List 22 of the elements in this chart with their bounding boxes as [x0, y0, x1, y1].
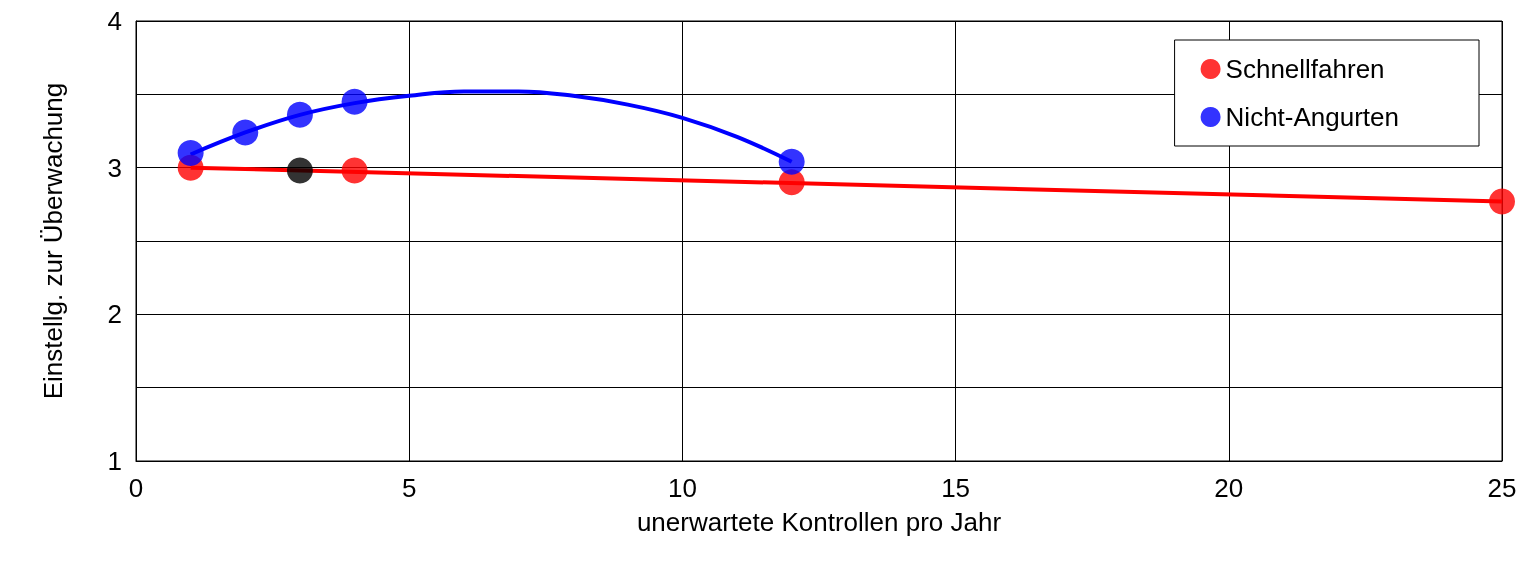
x-tick-label: 10: [667, 473, 697, 503]
legend-label: Nicht-Angurten: [1225, 102, 1399, 132]
point: [286, 157, 313, 184]
x-tick-label: 5: [401, 473, 417, 503]
x-tick-label: 20: [1214, 473, 1244, 503]
y-tick-label: 2: [107, 299, 122, 330]
y-tick-label: 1: [107, 446, 122, 476]
x-axis-title: unerwartete Kontrollen pro Jahr: [636, 507, 1002, 537]
point: [232, 119, 259, 146]
point: [778, 148, 805, 175]
point: [341, 88, 368, 115]
point: [1489, 188, 1515, 215]
point: [286, 101, 313, 128]
legend-label: Schnellfahren: [1225, 54, 1385, 84]
x-tick-label: 0: [128, 473, 144, 503]
point: [341, 157, 368, 184]
x-tick-label: 25: [1487, 473, 1517, 503]
y-axis-title: Einstellg. zur Überwachung: [38, 82, 68, 400]
y-tick-label: 3: [107, 152, 122, 183]
x-tick-label: 15: [941, 473, 971, 503]
y-tick-label: 4: [107, 6, 122, 36]
point: [177, 140, 204, 166]
